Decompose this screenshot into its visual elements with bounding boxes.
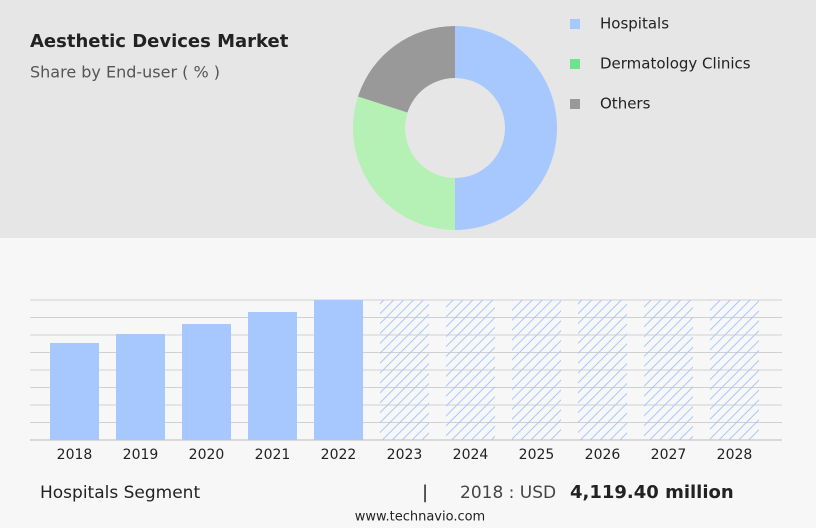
bar bbox=[182, 324, 231, 440]
x-tick-label: 2020 bbox=[189, 447, 225, 463]
footer-separator: | bbox=[422, 482, 428, 503]
legend-swatch bbox=[570, 59, 580, 69]
legend-label: Hospitals bbox=[600, 15, 669, 33]
footer-value: 4,119.40 million bbox=[570, 482, 734, 503]
legend-label: Others bbox=[600, 95, 651, 113]
footer-segment: Hospitals Segment bbox=[40, 483, 200, 503]
legend-swatch bbox=[570, 99, 580, 109]
x-tick-label: 2025 bbox=[519, 447, 555, 463]
chart-title: Aesthetic Devices Market bbox=[30, 31, 289, 52]
x-tick-label: 2026 bbox=[585, 447, 621, 463]
forecast-placeholder bbox=[512, 300, 561, 440]
x-tick-label: 2022 bbox=[321, 447, 357, 463]
pie-slice bbox=[353, 96, 455, 230]
x-tick-label: 2024 bbox=[453, 447, 489, 463]
forecast-placeholder bbox=[644, 300, 693, 440]
bar bbox=[50, 343, 99, 440]
x-tick-label: 2023 bbox=[387, 447, 423, 463]
x-tick-label: 2019 bbox=[123, 447, 159, 463]
forecast-placeholder bbox=[710, 300, 759, 440]
bar bbox=[314, 300, 363, 440]
chart-subtitle: Share by End-user ( % ) bbox=[30, 63, 220, 82]
x-tick-label: 2018 bbox=[57, 447, 93, 463]
source: www.technavio.com bbox=[355, 510, 485, 525]
footer-year: 2018 : USD bbox=[460, 483, 556, 503]
pie-slice bbox=[357, 26, 455, 113]
x-tick-label: 2027 bbox=[651, 447, 687, 463]
legend-label: Dermatology Clinics bbox=[600, 55, 751, 73]
bar bbox=[116, 333, 165, 440]
bar bbox=[248, 312, 297, 440]
pie-slice bbox=[455, 26, 557, 230]
forecast-placeholder bbox=[578, 300, 627, 440]
x-tick-label: 2028 bbox=[717, 447, 753, 463]
x-tick-label: 2021 bbox=[255, 447, 291, 463]
forecast-placeholder bbox=[380, 300, 429, 440]
forecast-placeholder bbox=[446, 300, 495, 440]
legend-swatch bbox=[570, 19, 580, 29]
